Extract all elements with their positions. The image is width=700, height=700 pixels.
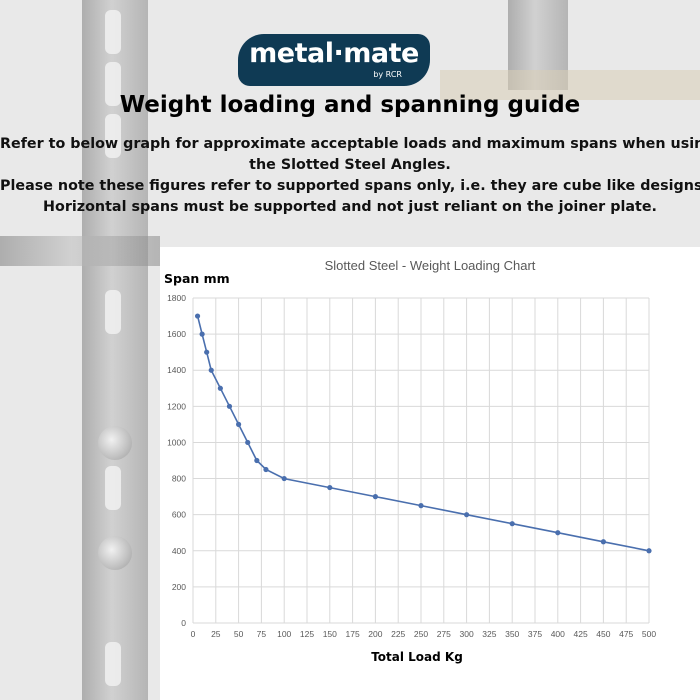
data-point bbox=[600, 539, 606, 545]
x-tick-label: 175 bbox=[346, 629, 360, 639]
y-tick-label: 400 bbox=[172, 546, 186, 556]
x-tick-label: 250 bbox=[414, 629, 428, 639]
x-tick-label: 325 bbox=[482, 629, 496, 639]
gridlines bbox=[192, 297, 650, 624]
data-point bbox=[245, 439, 251, 446]
x-tick-label: 500 bbox=[642, 629, 656, 639]
x-tick-label: 0 bbox=[191, 629, 196, 639]
data-point bbox=[464, 512, 470, 518]
x-tick-label: 125 bbox=[300, 629, 314, 639]
x-tick-label: 275 bbox=[437, 629, 451, 639]
y-tick-label: 800 bbox=[172, 474, 186, 484]
x-tick-label: 475 bbox=[619, 629, 633, 639]
y-tick-label: 0 bbox=[181, 618, 186, 628]
data-point bbox=[418, 503, 424, 509]
intro-text: Refer to below graph for approximate acc… bbox=[0, 134, 700, 218]
x-tick-label: 425 bbox=[574, 629, 588, 639]
x-tick-label: 75 bbox=[257, 629, 267, 639]
data-point bbox=[281, 475, 287, 482]
logo-subtitle: by RCR bbox=[373, 70, 402, 79]
x-axis-label: Total Load Kg bbox=[371, 650, 463, 664]
x-tick-label: 350 bbox=[505, 629, 519, 639]
x-tick-label: 100 bbox=[277, 629, 291, 639]
logo-wordmark: metal·mate bbox=[249, 38, 419, 69]
y-tick-label: 1400 bbox=[167, 365, 186, 375]
data-point bbox=[372, 494, 378, 500]
data-point bbox=[263, 466, 269, 473]
x-tick-label: 200 bbox=[368, 629, 382, 639]
data-point bbox=[509, 521, 515, 527]
x-tick-label: 225 bbox=[391, 629, 405, 639]
series-line bbox=[196, 315, 650, 552]
x-tick-label: 25 bbox=[211, 629, 221, 639]
weight-loading-chart: Slotted Steel - Weight Loading Chart Spa… bbox=[164, 258, 657, 664]
data-point bbox=[327, 484, 333, 491]
x-tick-label: 300 bbox=[460, 629, 474, 639]
data-point bbox=[208, 367, 214, 373]
intro-line-4: Horizontal spans must be supported and n… bbox=[43, 199, 657, 215]
chart-panel: Slotted Steel - Weight Loading Chart Spa… bbox=[160, 247, 700, 700]
y-tick-label: 600 bbox=[172, 510, 186, 520]
data-point bbox=[204, 349, 210, 355]
data-point bbox=[199, 331, 205, 337]
intro-line-3: Please note these figures refer to suppo… bbox=[0, 178, 700, 194]
y-axis-label: Span mm bbox=[164, 271, 230, 286]
y-tick-label: 1800 bbox=[167, 293, 186, 303]
data-point bbox=[254, 457, 260, 464]
y-tick-label: 1200 bbox=[167, 401, 186, 411]
y-tick-labels: 0 200 400 600 800 1000 1200 1400 1600 1800 bbox=[167, 293, 186, 628]
y-tick-label: 1000 bbox=[167, 437, 186, 447]
x-tick-label: 400 bbox=[551, 629, 565, 639]
plot-area bbox=[194, 313, 652, 554]
x-tick-label: 150 bbox=[323, 629, 337, 639]
data-point bbox=[226, 403, 233, 409]
intro-line-1: Refer to below graph for approximate acc… bbox=[0, 136, 700, 152]
data-point bbox=[555, 530, 561, 536]
chart-title: Slotted Steel - Weight Loading Chart bbox=[325, 258, 536, 273]
x-tick-label: 450 bbox=[596, 629, 610, 639]
brand-logo: metal·mate by RCR bbox=[238, 34, 430, 86]
data-point bbox=[194, 313, 201, 319]
data-point bbox=[646, 548, 652, 554]
page-title: Weight loading and spanning guide bbox=[119, 92, 581, 118]
x-tick-label: 50 bbox=[234, 629, 244, 639]
intro-line-2: the Slotted Steel Angles. bbox=[249, 157, 451, 173]
x-tick-label: 375 bbox=[528, 629, 542, 639]
x-tick-labels: 0 25 50 75 100 125 150 175 200 225 250 275 300 325 350… bbox=[191, 629, 657, 639]
data-point bbox=[217, 385, 223, 391]
data-point bbox=[236, 421, 242, 427]
y-tick-label: 1600 bbox=[167, 329, 186, 339]
y-tick-label: 200 bbox=[172, 582, 186, 592]
